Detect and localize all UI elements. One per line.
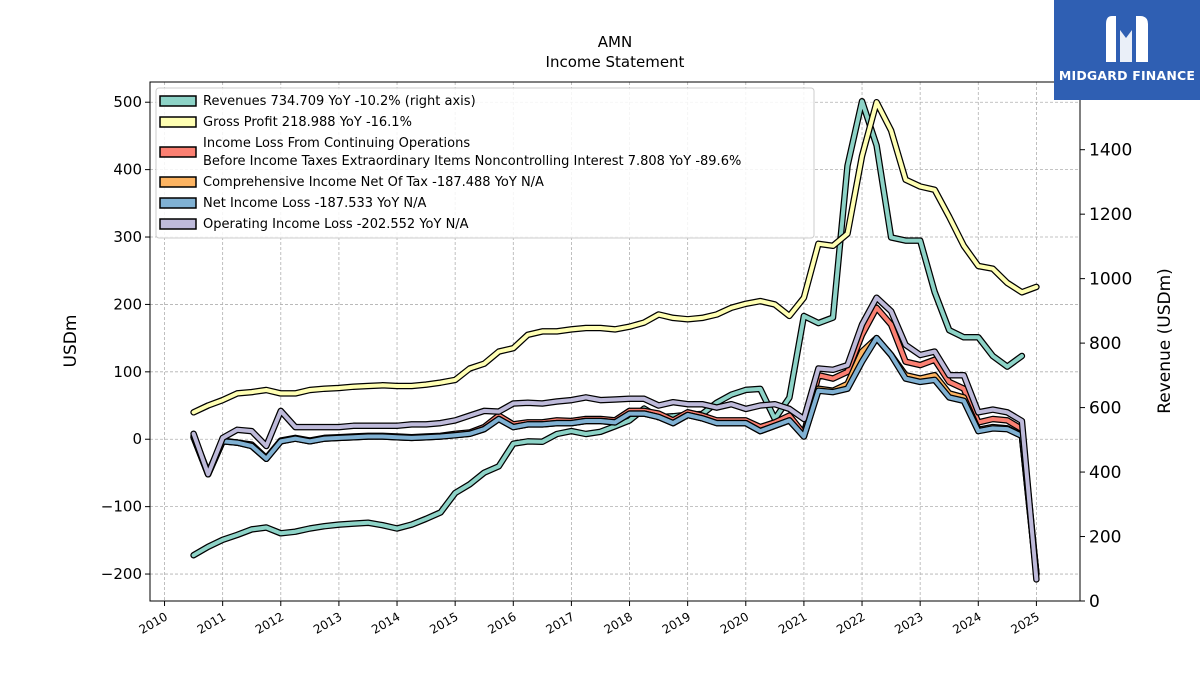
y-left-tick-label: 0 [132,430,142,448]
x-tick-label: 2025 [1008,609,1041,636]
x-tick-label: 2019 [660,609,693,636]
y-right-tick-label: 1200 [1089,205,1132,225]
y-right-tick-label: 1400 [1089,141,1132,161]
y-left-tick-label: 400 [113,161,142,179]
plot-frame [149,81,1081,602]
y-left-tick-label: −100 [101,498,142,516]
y-right-tick-label: 0 [1089,592,1100,612]
legend-label: Comprehensive Income Net Of Tax -187.488… [203,175,544,190]
legend-swatch [159,197,197,209]
chart-subtitle: Income Statement [546,53,685,71]
x-tick-label: 2012 [253,609,286,636]
y-left-tick-label: 500 [113,93,142,111]
series-line-1 [191,100,1039,415]
y-left-tick-label: −200 [101,565,142,583]
legend-swatch [159,95,197,107]
series-lines [190,98,1040,583]
x-tick-label: 2014 [369,609,402,636]
y-left-tick-label: 300 [113,228,142,246]
series-line-0 [191,99,1024,558]
x-tick-label: 2024 [950,609,983,636]
legend-swatch [159,218,197,230]
y-right-tick-label: 800 [1089,334,1121,354]
series-line-4 [191,336,1039,576]
x-tick-label: 2010 [137,609,170,636]
x-tick-label: 2020 [718,609,751,636]
legend-swatch [159,116,197,128]
legend-swatch [159,146,197,158]
legend-label: Operating Income Loss -202.552 YoY N/A [203,217,469,232]
y-right-tick-label: 200 [1089,528,1121,548]
y-right-tick-label: 400 [1089,463,1121,483]
x-tick-label: 2018 [602,609,635,636]
y-right-tick-label: 1000 [1089,270,1132,290]
y-left-tick-label: 200 [113,295,142,313]
x-tick-label: 2016 [485,609,518,636]
x-tick-label: 2022 [834,609,867,636]
chart-title: AMN [598,33,632,51]
x-tick-label: 2013 [311,609,344,636]
y-axis-left-label: USDm [61,315,81,368]
legend-swatch [159,176,197,188]
legend-label: Revenues 734.709 YoY -10.2% (right axis) [203,94,476,109]
x-tick-label: 2015 [427,609,460,636]
y-axis-right-label: Revenue (USDm) [1155,268,1175,414]
legend-label: Before Income Taxes Extraordinary Items … [203,154,741,169]
legend-box [155,87,815,239]
x-tick-label: 2023 [892,609,925,636]
x-tick-label: 2021 [776,609,809,636]
brand-name: MIDGARD FINANCE [1058,68,1196,83]
x-tick-label: 2017 [543,609,576,636]
x-tick-label: 2011 [195,609,228,636]
midgard-m-icon [1106,16,1148,62]
series-line-5 [191,295,1039,582]
series-outline-3 [190,334,1040,578]
brand-logo: MIDGARD FINANCE [1054,0,1200,100]
y-right-tick-label: 600 [1089,399,1121,419]
legend-label: Net Income Loss -187.533 YoY N/A [203,196,426,211]
y-left-tick-label: 100 [113,363,142,381]
legend-label: Gross Profit 218.988 YoY -16.1% [203,115,412,130]
legend-label: Income Loss From Continuing Operations [203,136,470,151]
legend: Revenues 734.709 YoY -10.2% (right axis)… [155,87,815,239]
